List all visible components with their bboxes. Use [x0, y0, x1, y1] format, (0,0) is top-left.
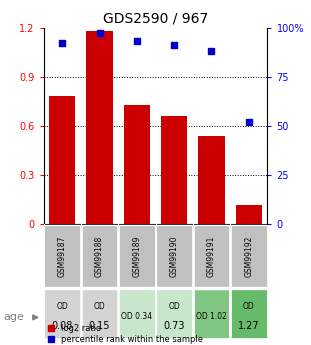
- Bar: [161, 116, 187, 224]
- Text: 1.27: 1.27: [238, 321, 260, 331]
- Text: GSM99188: GSM99188: [95, 236, 104, 277]
- Text: 0.08: 0.08: [52, 321, 73, 331]
- Text: age: age: [3, 313, 24, 322]
- Bar: [193, 225, 230, 287]
- Text: OD: OD: [56, 302, 68, 311]
- Bar: [44, 225, 80, 287]
- Text: GSM99190: GSM99190: [170, 235, 179, 277]
- Point: [172, 42, 177, 48]
- Bar: [231, 225, 267, 287]
- Bar: [124, 105, 150, 224]
- Bar: [86, 31, 113, 224]
- Text: 0.15: 0.15: [89, 321, 110, 331]
- Bar: [198, 136, 225, 224]
- Text: OD: OD: [168, 302, 180, 311]
- Text: GSM99191: GSM99191: [207, 235, 216, 277]
- Bar: [156, 289, 192, 338]
- Text: 0.73: 0.73: [163, 321, 185, 331]
- Bar: [236, 205, 262, 224]
- Bar: [193, 289, 230, 338]
- Text: GSM99189: GSM99189: [132, 235, 141, 277]
- Point: [97, 31, 102, 36]
- Title: GDS2590 / 967: GDS2590 / 967: [103, 11, 208, 25]
- Bar: [81, 289, 118, 338]
- Bar: [231, 289, 267, 338]
- Text: OD: OD: [94, 302, 105, 311]
- Point: [246, 119, 251, 125]
- Bar: [119, 225, 155, 287]
- Text: OD 1.02: OD 1.02: [196, 312, 227, 321]
- Point: [60, 41, 65, 46]
- Point: [134, 39, 139, 44]
- Bar: [81, 225, 118, 287]
- Text: GSM99187: GSM99187: [58, 235, 67, 277]
- Bar: [156, 225, 192, 287]
- Bar: [119, 289, 155, 338]
- Bar: [44, 289, 80, 338]
- Text: OD: OD: [243, 302, 255, 311]
- Legend: log2 ratio, percentile rank within the sample: log2 ratio, percentile rank within the s…: [48, 324, 203, 344]
- Text: GSM99192: GSM99192: [244, 235, 253, 277]
- Point: [209, 48, 214, 54]
- Text: OD 0.34: OD 0.34: [121, 312, 152, 321]
- Bar: [49, 96, 75, 224]
